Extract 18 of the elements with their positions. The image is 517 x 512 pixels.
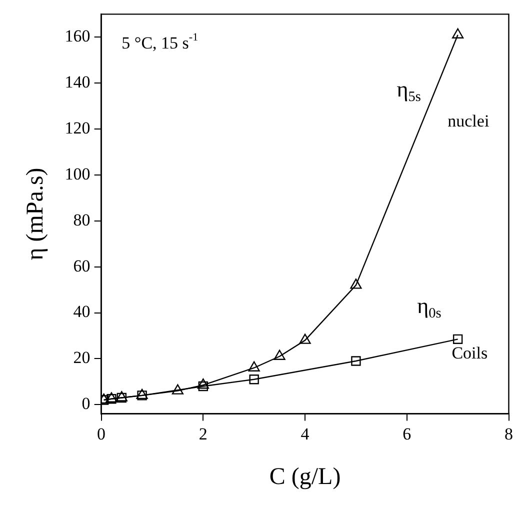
y-tick-label: 140 xyxy=(64,72,90,92)
annotation: nuclei xyxy=(448,112,490,131)
x-tick-label: 0 xyxy=(97,424,106,444)
x-tick-label: 2 xyxy=(198,424,208,444)
x-tick-label: 8 xyxy=(504,424,513,444)
x-axis-title: C (g/L) xyxy=(269,464,341,490)
y-tick-label: 60 xyxy=(73,256,90,276)
y-tick-label: 100 xyxy=(64,164,90,184)
x-tick-label: 4 xyxy=(300,424,310,444)
y-tick-label: 20 xyxy=(73,348,90,368)
x-tick-label: 6 xyxy=(402,424,412,444)
y-tick-label: 40 xyxy=(73,302,90,322)
y-axis-title: η (mPa.s) xyxy=(22,168,49,260)
y-tick-label: 0 xyxy=(82,394,90,414)
y-tick-label: 80 xyxy=(73,210,90,230)
y-tick-label: 160 xyxy=(64,26,90,46)
annotation: Coils xyxy=(452,343,488,362)
y-tick-label: 120 xyxy=(64,118,90,138)
